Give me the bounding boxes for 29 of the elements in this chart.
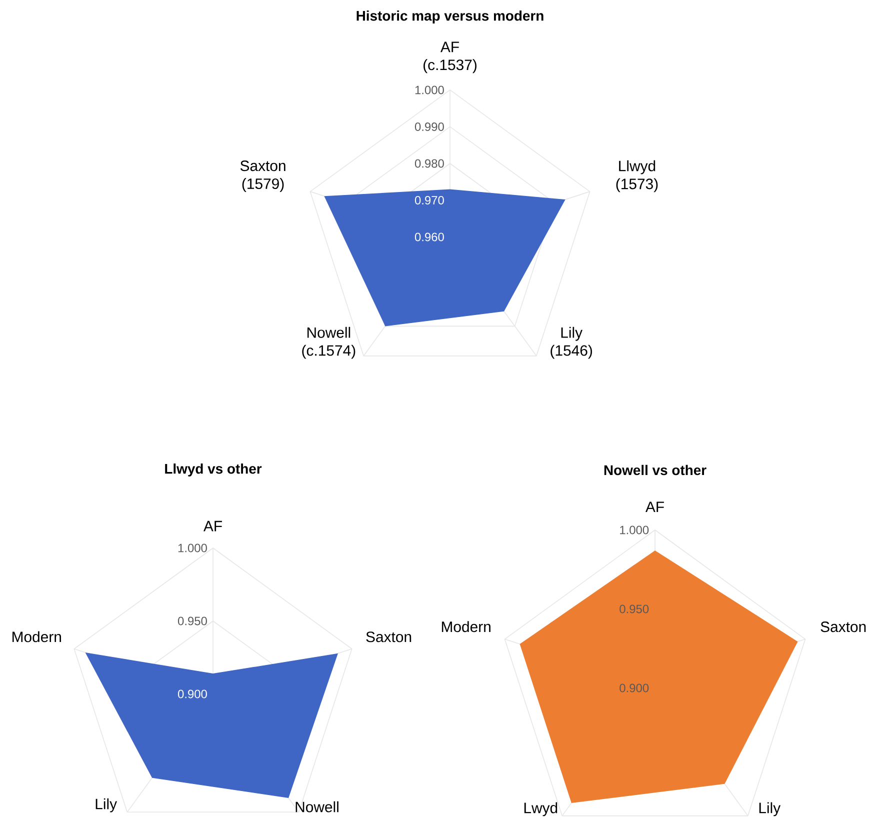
y-tick-label: 1.000 [415, 86, 444, 94]
spoke-label: Lily (1546) [550, 326, 592, 359]
y-tick-label: 0.950 [178, 616, 207, 626]
chart-title: Nowell vs other [604, 464, 706, 476]
chart-title: Llwyd vs other [165, 463, 262, 476]
spoke-label: AF [203, 520, 222, 532]
spoke-label: Saxton (1579) [240, 160, 286, 192]
spoke-label: Modern [442, 621, 490, 632]
y-tick-label: 0.900 [620, 684, 649, 692]
spoke-label: Saxton [820, 622, 866, 632]
spoke-label: Llwyd (1573) [616, 160, 658, 192]
spoke-label: Modern [12, 631, 61, 642]
y-tick-label: 0.960 [414, 232, 444, 242]
spoke-label: Nowell (c.1574) [302, 326, 356, 359]
spoke-label: Lily [96, 798, 118, 812]
spoke-label: AF (c.1537) [424, 42, 476, 74]
y-tick-label: 1.000 [178, 544, 207, 552]
chart-title: Historic map versus modern [356, 10, 544, 24]
y-tick-label: 0.970 [414, 196, 444, 204]
spoke-label: Lwyd [524, 802, 558, 816]
spoke-label: Nowell [296, 801, 338, 812]
spoke-label: Lily [759, 802, 781, 816]
y-tick-label: 0.900 [178, 690, 207, 698]
y-tick-label: 0.950 [620, 604, 649, 614]
y-tick-label: 0.990 [414, 122, 444, 131]
spoke-label: AF [645, 502, 664, 512]
y-tick-label: 0.980 [414, 159, 444, 168]
y-tick-label: 1.000 [620, 526, 649, 534]
spoke-label: Saxton [366, 632, 412, 642]
